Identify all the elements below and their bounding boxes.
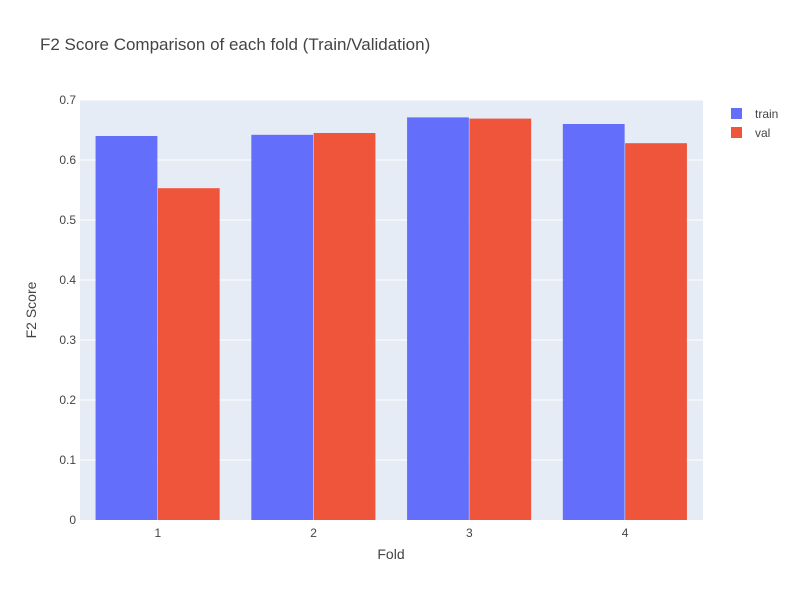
bar-series bbox=[95, 117, 687, 521]
legend: train val bbox=[731, 107, 778, 140]
legend-swatch-val bbox=[731, 127, 742, 138]
bar-val-fold-1 bbox=[157, 188, 220, 520]
y-axis-title: F2 Score bbox=[23, 281, 39, 338]
x-tick-label: 2 bbox=[310, 526, 317, 540]
bar-val-fold-4 bbox=[625, 143, 687, 520]
y-tick-label: 0.3 bbox=[59, 333, 76, 347]
bar-train-fold-4 bbox=[562, 124, 625, 520]
y-tick-label: 0.4 bbox=[59, 273, 76, 287]
bar-train-fold-1 bbox=[95, 136, 158, 520]
y-axis-ticks: 0 0.1 0.2 0.3 0.4 0.5 0.6 0.7 bbox=[59, 93, 76, 527]
x-axis-ticks: 1 2 3 4 bbox=[155, 526, 629, 540]
x-tick-label: 4 bbox=[622, 526, 629, 540]
x-axis-title: Fold bbox=[377, 546, 404, 562]
bar-train-fold-3 bbox=[407, 117, 469, 521]
x-tick-label: 3 bbox=[466, 526, 473, 540]
legend-label-val: val bbox=[755, 126, 770, 140]
y-tick-label: 0.6 bbox=[59, 153, 76, 167]
bar-train-fold-2 bbox=[251, 134, 314, 521]
x-tick-label: 1 bbox=[155, 526, 162, 540]
y-tick-label: 0.5 bbox=[59, 213, 76, 227]
y-tick-label: 0 bbox=[69, 513, 76, 527]
legend-swatch-train bbox=[731, 108, 742, 119]
y-tick-label: 0.7 bbox=[59, 93, 76, 107]
bar-val-fold-3 bbox=[469, 118, 532, 520]
y-tick-label: 0.2 bbox=[59, 393, 76, 407]
chart-title: F2 Score Comparison of each fold (Train/… bbox=[40, 35, 430, 54]
y-tick-label: 0.1 bbox=[59, 453, 76, 467]
bar-val-fold-2 bbox=[313, 133, 376, 520]
legend-label-train: train bbox=[755, 107, 778, 121]
